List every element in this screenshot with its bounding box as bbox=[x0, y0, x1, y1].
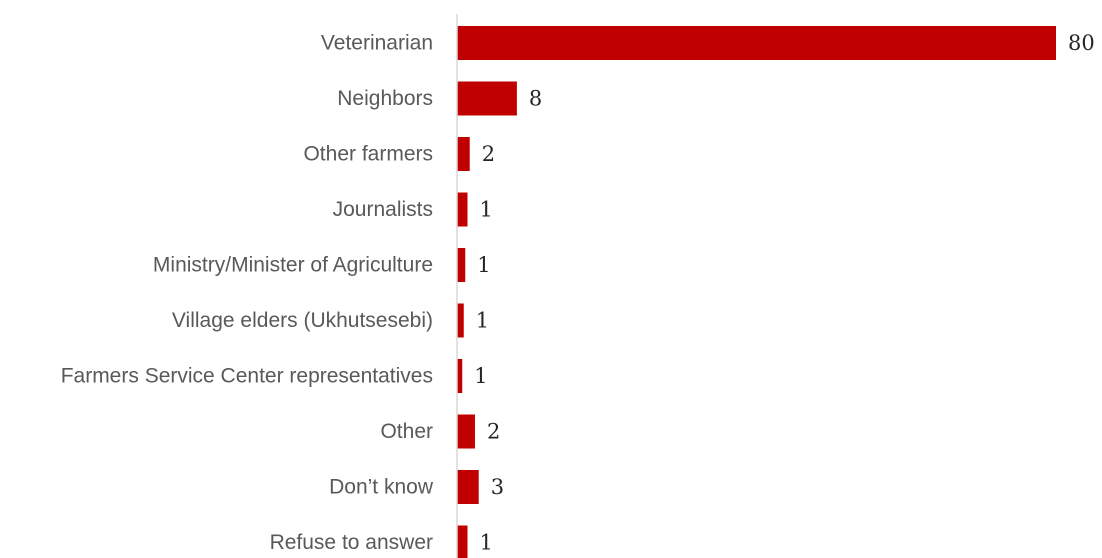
bar bbox=[457, 414, 475, 449]
bar bbox=[457, 525, 468, 558]
bar bbox=[457, 137, 470, 171]
category-label: Refuse to answer bbox=[270, 531, 433, 554]
bar bbox=[457, 248, 466, 282]
bar bbox=[457, 26, 1056, 60]
data-label: 3 bbox=[491, 475, 504, 499]
category-label: Farmers Service Center representatives bbox=[61, 365, 433, 388]
bar bbox=[457, 470, 479, 504]
data-label: 2 bbox=[487, 420, 500, 444]
category-label: Village elders (Ukhutsesebi) bbox=[172, 309, 433, 332]
data-label: 1 bbox=[479, 198, 492, 222]
data-labels: 80 8 2 1 1 1 1 2 3 1 bbox=[474, 31, 1094, 555]
data-label: 8 bbox=[529, 87, 542, 111]
bar bbox=[457, 192, 468, 227]
data-label: 1 bbox=[479, 531, 492, 555]
category-label: Ministry/Minister of Agriculture bbox=[153, 254, 433, 277]
category-label: Don’t know bbox=[329, 476, 434, 499]
bar bbox=[457, 81, 517, 116]
category-labels: Veterinarian Neighbors Other farmers Journa… bbox=[61, 32, 434, 555]
data-label: 1 bbox=[476, 309, 489, 333]
bar bbox=[457, 303, 464, 338]
data-label: 1 bbox=[474, 364, 487, 388]
category-label: Other farmers bbox=[303, 143, 433, 166]
category-label: Other bbox=[380, 420, 433, 443]
data-label: 80 bbox=[1068, 31, 1095, 55]
category-label: Veterinarian bbox=[321, 32, 433, 55]
data-label: 1 bbox=[477, 253, 490, 277]
bar bbox=[457, 359, 463, 393]
data-label: 2 bbox=[482, 142, 495, 166]
category-label: Neighbors bbox=[337, 87, 433, 110]
bars-layer bbox=[457, 26, 1056, 558]
category-label: Journalists bbox=[333, 198, 433, 221]
